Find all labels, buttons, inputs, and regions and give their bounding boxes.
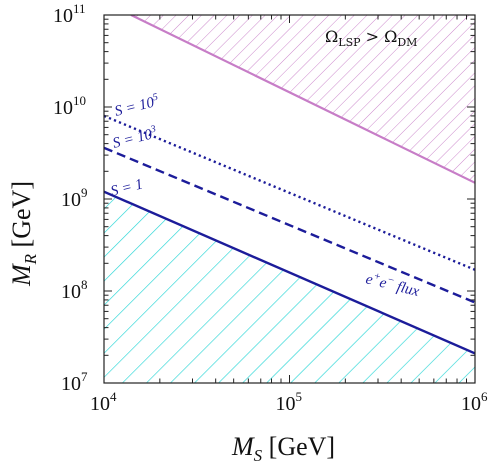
excluded-regions <box>104 15 475 383</box>
y-axis-title: MR [GeV] <box>7 181 40 287</box>
x-tick-label: 104 <box>90 389 117 415</box>
relic-label: ΩLSP > ΩDM <box>325 27 417 49</box>
tick-labels: 104 105 106 107 108 109 1010 1011 <box>53 1 488 415</box>
axis-ticks <box>103 14 476 384</box>
series-s1e3 <box>104 146 475 304</box>
y-axis-sub: R <box>21 253 40 265</box>
x-axis-title: MS [GeV] <box>231 432 335 465</box>
svg-text:MS [GeV]: MS [GeV] <box>231 432 335 465</box>
y-tick-label: 108 <box>61 277 88 303</box>
svg-text:MR [GeV]: MR [GeV] <box>7 181 40 287</box>
x-axis-main: M <box>231 432 255 461</box>
x-axis-unit: [GeV] <box>262 432 335 461</box>
s1e5-label: S = 105 <box>113 91 161 119</box>
series-s1 <box>104 190 475 355</box>
y-tick-label: 107 <box>61 369 88 395</box>
series-lines <box>104 15 475 355</box>
x-tick-label: 106 <box>461 389 488 415</box>
flux-label: e+e− flux <box>364 268 422 300</box>
s1-label: S = 1 <box>109 176 145 199</box>
y-tick-label: 109 <box>61 185 88 211</box>
series-relic <box>130 15 475 184</box>
x-axis-sub: S <box>254 446 263 465</box>
y-tick-label: 1010 <box>53 93 86 119</box>
y-axis-unit: [GeV] <box>7 181 36 254</box>
y-axis-main: M <box>7 263 36 287</box>
x-tick-label: 105 <box>276 389 303 415</box>
y-tick-label: 1011 <box>53 1 86 27</box>
series-s1e5 <box>104 114 475 271</box>
flux_excluded-region <box>104 191 475 383</box>
